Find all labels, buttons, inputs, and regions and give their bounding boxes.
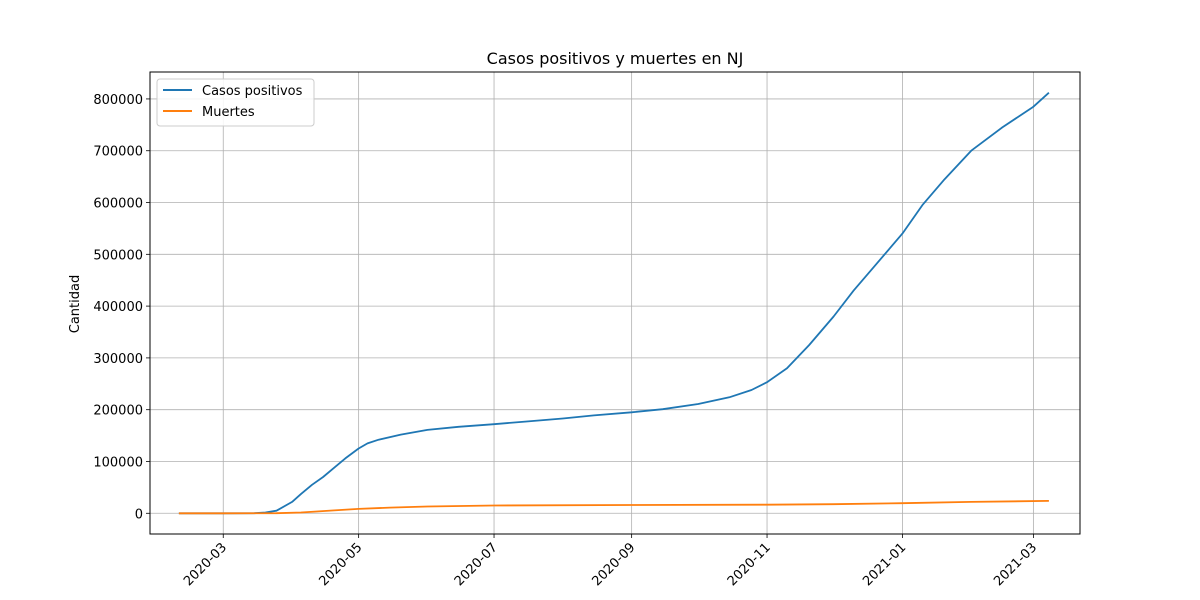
- y-tick-label: 0: [135, 507, 143, 522]
- series-line-casos-positivos: [178, 92, 1050, 515]
- legend: Casos positivos Muertes: [156, 78, 315, 127]
- y-tick-label: 700000: [93, 145, 143, 160]
- y-tick-label: 300000: [93, 352, 143, 367]
- legend-label-muertes: Muertes: [202, 105, 255, 120]
- plot-area-frame: [149, 71, 1081, 535]
- legend-label-casos: Casos positivos: [202, 84, 303, 99]
- y-tick-label: 400000: [93, 300, 143, 315]
- grid-layer: [150, 72, 1080, 534]
- y-tick-label: 600000: [93, 197, 143, 212]
- chart-title: Casos positivos y muertes en NJ: [487, 49, 744, 68]
- y-tick-label: 800000: [93, 93, 143, 108]
- series-layer: [178, 92, 1050, 515]
- y-tick-label: 500000: [93, 248, 143, 263]
- legend-frame: [156, 78, 315, 127]
- y-tick-label: 200000: [93, 404, 143, 419]
- series-line-muertes: [178, 500, 1049, 515]
- y-tick-label: 100000: [93, 455, 143, 470]
- y-axis-label: Cantidad: [68, 275, 83, 333]
